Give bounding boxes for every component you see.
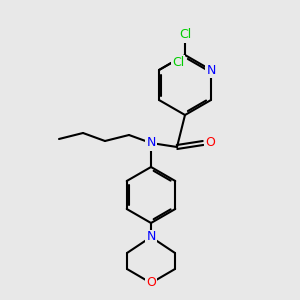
Text: O: O bbox=[146, 277, 156, 290]
Text: N: N bbox=[146, 230, 156, 244]
Text: N: N bbox=[146, 136, 156, 149]
Text: Cl: Cl bbox=[172, 56, 184, 68]
Text: O: O bbox=[205, 136, 215, 149]
Text: Cl: Cl bbox=[179, 28, 191, 41]
Text: N: N bbox=[206, 64, 216, 76]
